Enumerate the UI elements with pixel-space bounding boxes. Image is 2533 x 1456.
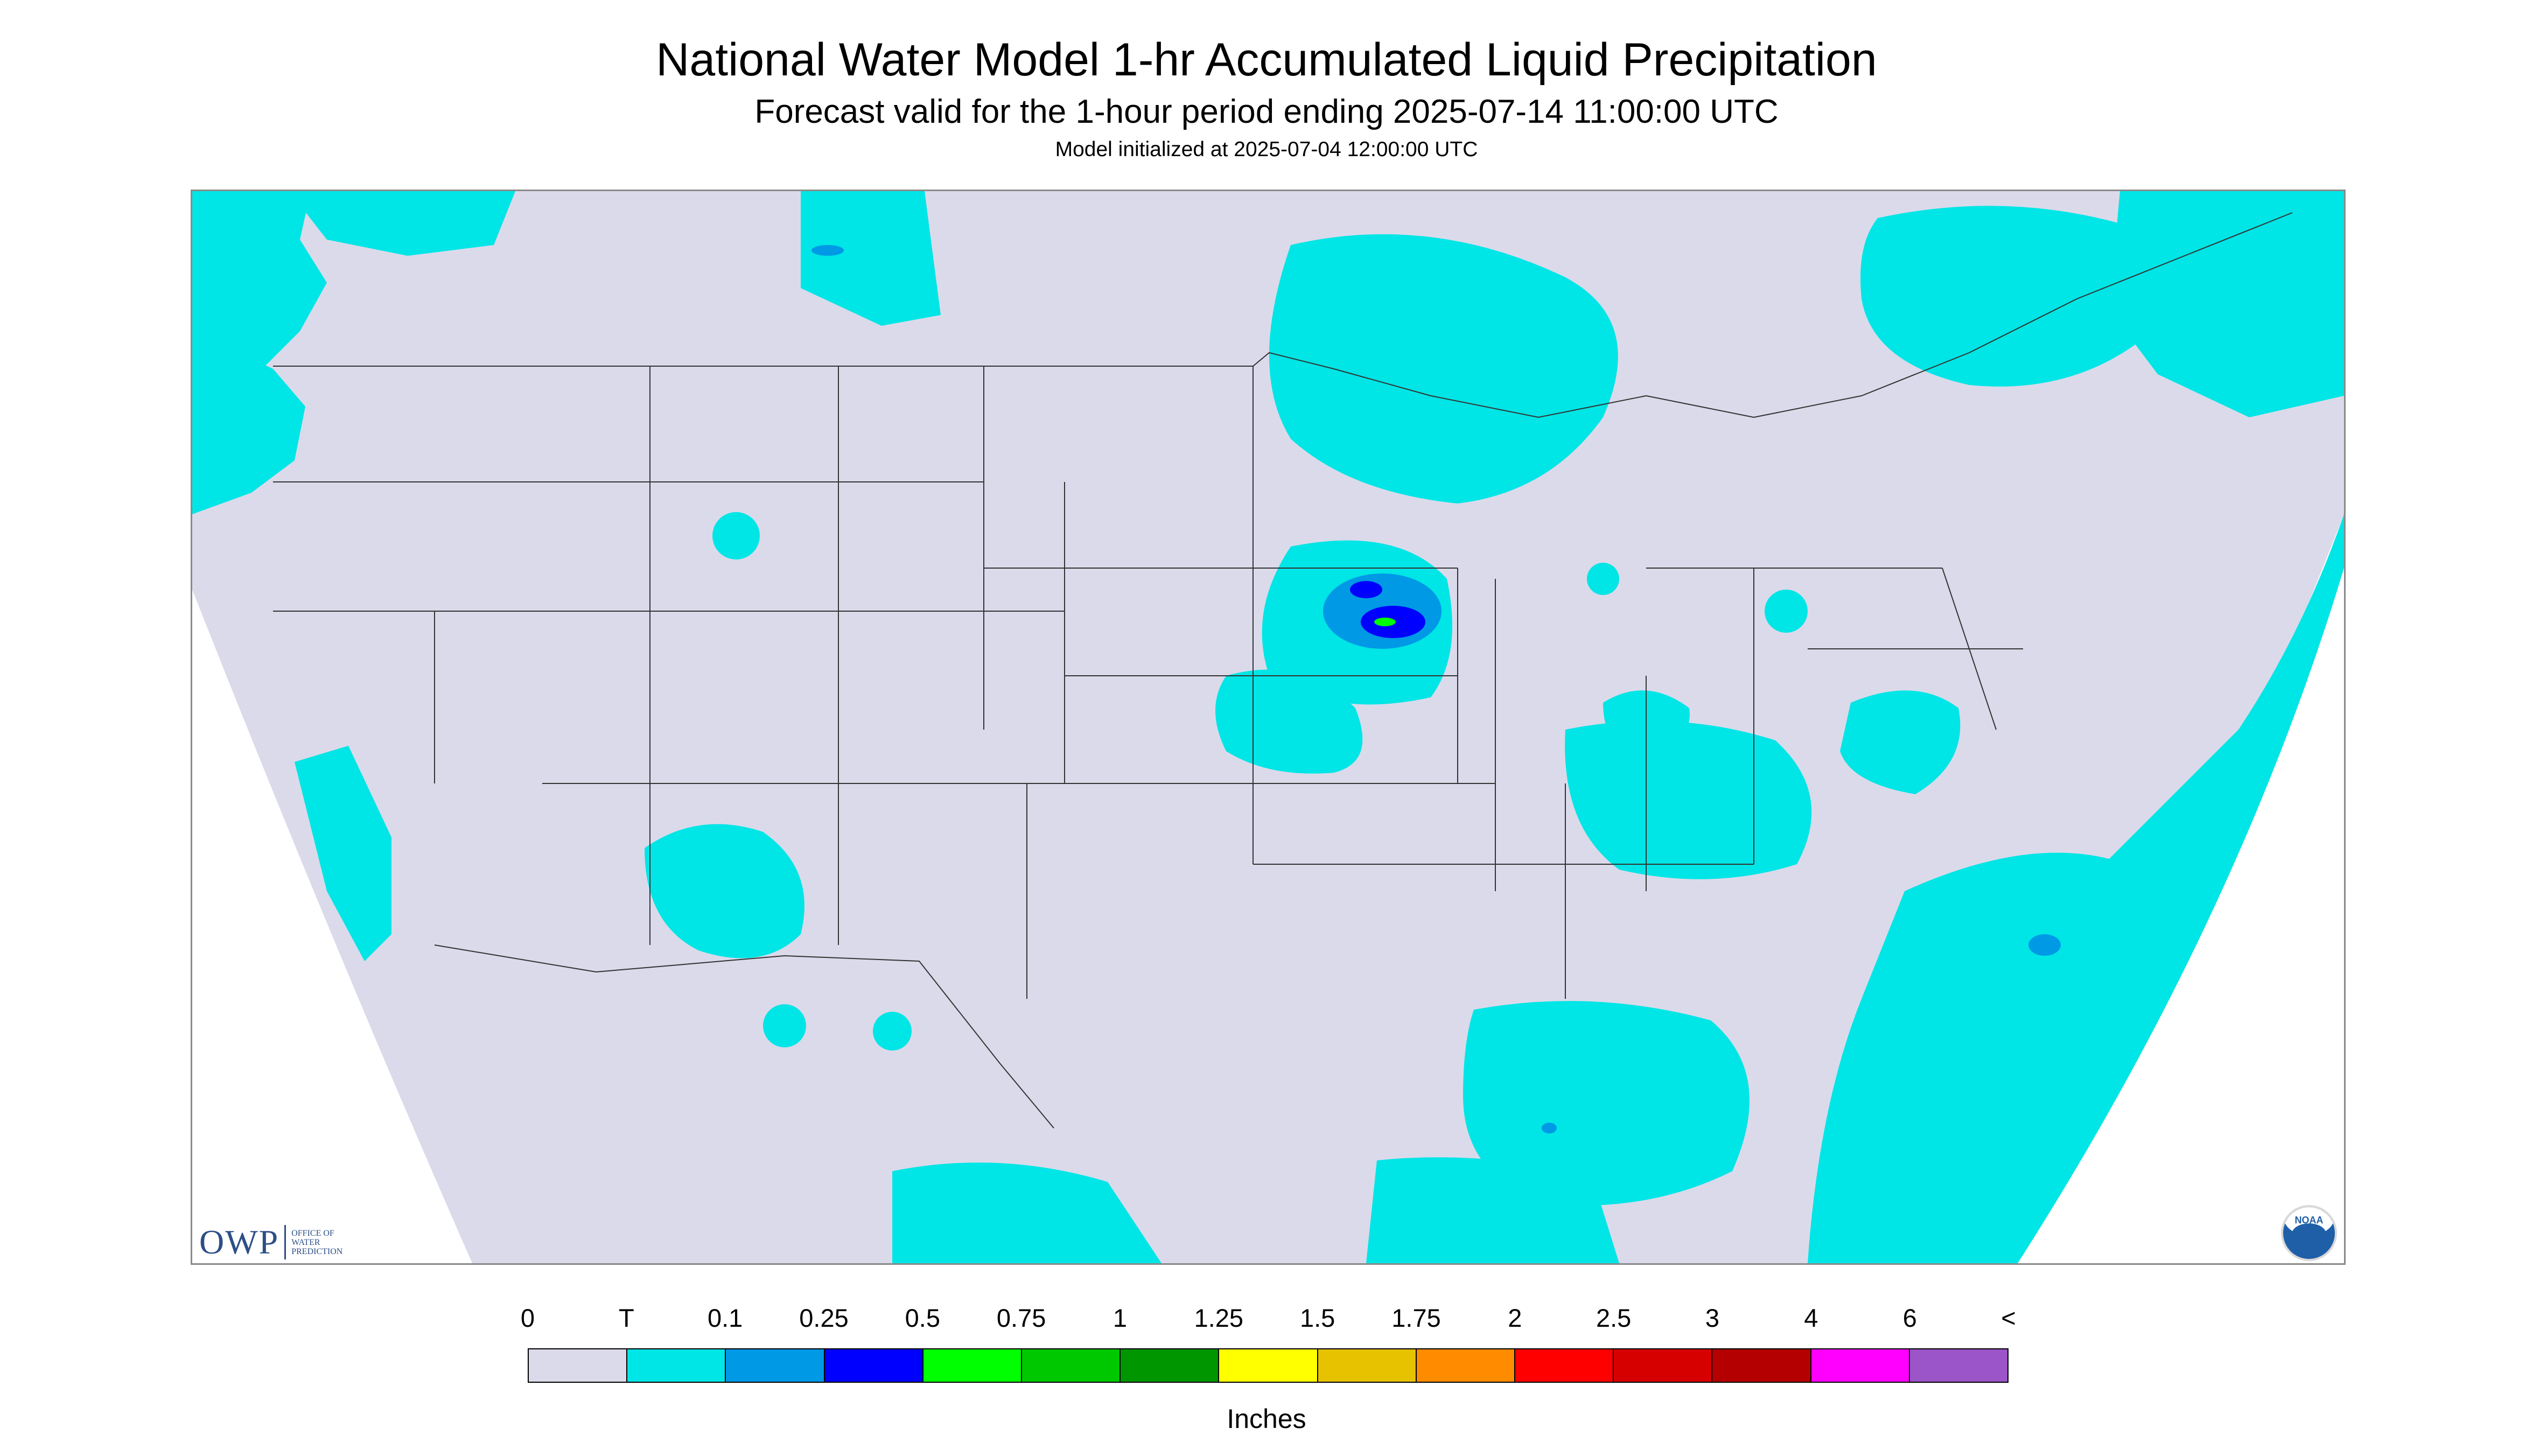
- canada-north-cluster: [289, 191, 515, 256]
- legend-label: 3: [1705, 1304, 1720, 1332]
- texas-dot-1: [763, 1004, 806, 1047]
- legend-swatch-6: [1121, 1349, 1220, 1382]
- owp-logo-divider: [284, 1225, 286, 1259]
- legend-label: 0.25: [799, 1304, 849, 1332]
- legend-swatch-5: [1022, 1349, 1121, 1382]
- precipitation-map: [191, 190, 2346, 1265]
- legend-label: 2: [1508, 1304, 1522, 1332]
- legend-swatch-7: [1219, 1349, 1318, 1382]
- legend-label: 6: [1902, 1304, 1917, 1332]
- owp-logo: OWP OFFICE OF WATER PREDICTION: [199, 1222, 342, 1262]
- pacific-nw-patch: [192, 331, 305, 514]
- michigan-dot: [1587, 563, 1619, 595]
- gulf-coast-area: [1463, 1001, 1750, 1206]
- ohio-dot: [1765, 590, 1808, 633]
- atlantic-light-dot: [2028, 934, 2061, 956]
- legend-label: 1.25: [1194, 1304, 1244, 1332]
- noaa-logo: NOAA: [2281, 1205, 2337, 1261]
- legend-units: Inches: [1227, 1404, 1306, 1434]
- canada-us-border: [273, 212, 2293, 418]
- iowa-heavy-core: [1374, 618, 1396, 626]
- owp-logo-mark: OWP: [199, 1223, 279, 1261]
- legend-swatch-2: [726, 1349, 825, 1382]
- nm-az-cluster: [645, 824, 804, 958]
- sd-light-dot: [811, 245, 844, 256]
- legend-swatch-14: [1909, 1349, 2008, 1382]
- legend-swatch-9: [1416, 1349, 1516, 1382]
- quebec-patch: [2109, 191, 2344, 417]
- legend-label: 2.5: [1596, 1304, 1632, 1332]
- noaa-logo-label: NOAA: [2294, 1215, 2324, 1226]
- missouri-kansas-area: [1215, 669, 1363, 774]
- atlantic-coast-band: [1808, 514, 2344, 1263]
- legend-label: 1.75: [1391, 1304, 1441, 1332]
- legend-labels: 0 T 0.1 0.25 0.5 0.75 1 1.25 1.5 1.75 2 2.5 3 4 6 <: [0, 1303, 2533, 1335]
- boundary-lines: [273, 212, 2293, 1129]
- legend-swatch-12: [1712, 1349, 1811, 1382]
- legend-swatch-4: [923, 1349, 1023, 1382]
- legend-swatch-3: [824, 1349, 923, 1382]
- map-title: National Water Model 1-hr Accumulated Li…: [656, 34, 1877, 86]
- central-states-grid: [984, 568, 1754, 999]
- texas-dot-2: [873, 1012, 912, 1051]
- legend-bar: [528, 1348, 2009, 1383]
- southeast-mixed: [1565, 721, 1812, 879]
- legend-label: 1: [1112, 1304, 1128, 1332]
- legend-label: 0.5: [905, 1304, 940, 1332]
- legend-swatch-13: [1811, 1349, 1910, 1382]
- legend-swatch-0: [529, 1349, 628, 1382]
- ab-sk-north: [801, 191, 941, 326]
- ca-offshore-band: [295, 746, 391, 961]
- us-mexico-border: [434, 944, 1054, 1129]
- montana-dot-cluster: [712, 512, 760, 559]
- yucatan-patch: [1366, 1157, 1619, 1263]
- legend-label: 0.75: [996, 1304, 1046, 1332]
- mid-atlantic-patch: [1840, 690, 1961, 794]
- legend-swatch-10: [1515, 1349, 1614, 1382]
- legend-label: 0.1: [707, 1304, 743, 1332]
- owp-logo-text: OFFICE OF WATER PREDICTION: [291, 1229, 342, 1256]
- legend-swatch-11: [1614, 1349, 1713, 1382]
- legend-label: 1.5: [1299, 1304, 1335, 1332]
- legend-label: 0: [520, 1304, 535, 1332]
- owp-logo-line-1: OFFICE OF: [291, 1228, 334, 1238]
- great-lakes-area: [1269, 234, 1618, 503]
- precipitation-map-svg: [192, 191, 2344, 1263]
- east-states-grid: [1646, 568, 2023, 864]
- forecast-valid-subtitle: Forecast valid for the 1-hour period end…: [754, 93, 1779, 130]
- legend-label: 4: [1804, 1304, 1818, 1332]
- legend-swatch-1: [627, 1349, 726, 1382]
- gulf-light-dot: [1542, 1123, 1557, 1133]
- model-init-line: Model initialized at 2025-07-04 12:00:00…: [1055, 138, 1478, 161]
- noaa-logo-wave: [2292, 1223, 2326, 1245]
- west-states-grid: [273, 366, 1495, 999]
- legend-label: <: [2001, 1304, 2016, 1332]
- legend-swatch-8: [1318, 1349, 1417, 1382]
- legend-label: T: [618, 1304, 634, 1332]
- owp-logo-line-3: PREDICTION: [291, 1247, 343, 1256]
- owp-logo-line-2: WATER: [291, 1237, 320, 1247]
- mexico-gulf-band: [892, 1163, 1161, 1263]
- iowa-moderate-core-1: [1350, 581, 1382, 598]
- east-canada-oval: [1860, 206, 2163, 387]
